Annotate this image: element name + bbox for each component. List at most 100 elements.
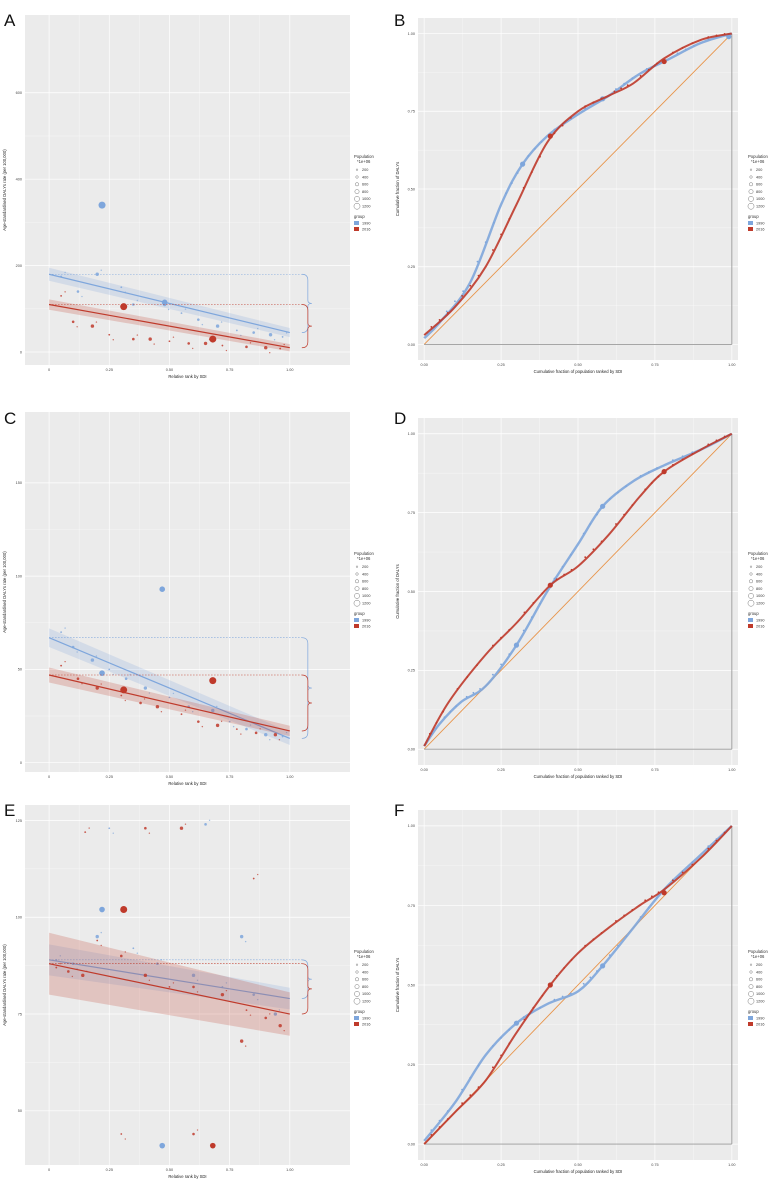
- data-point-1990: [608, 954, 611, 957]
- data-point-1990: [245, 727, 248, 731]
- data-point-2016: [592, 101, 595, 104]
- legend-size-circle: [749, 970, 753, 974]
- data-point-large-2016: [209, 1142, 216, 1149]
- legend-size-circle: [354, 189, 360, 195]
- y-tick-label: 1.00: [408, 824, 415, 828]
- data-point-2016: [76, 677, 80, 681]
- data-point-2016: [264, 346, 268, 350]
- data-point-1990: [228, 720, 231, 723]
- data-point-2016: [76, 326, 78, 328]
- legend-size-label: 800: [362, 190, 368, 194]
- data-point-2016: [681, 458, 684, 461]
- data-point-1990: [623, 82, 626, 85]
- x-tick-label: 1.00: [286, 368, 293, 372]
- legend-size-label: 800: [362, 587, 368, 591]
- data-point-2016: [723, 831, 726, 834]
- data-point-1990: [108, 668, 111, 671]
- x-tick-label: 0: [48, 368, 50, 372]
- legend-1990-key: [748, 618, 753, 622]
- data-point-2016: [119, 954, 123, 958]
- data-point-1990: [625, 485, 628, 488]
- x-tick-label: 0.25: [497, 363, 504, 367]
- data-point-2016: [220, 720, 223, 723]
- legend-group-title: group: [354, 611, 365, 616]
- data-point-2016: [438, 1126, 441, 1128]
- data-point-2016: [613, 90, 616, 93]
- legend-2016-label: 2016: [362, 228, 370, 232]
- data-point-2016: [532, 602, 535, 604]
- data-point-1990: [553, 998, 556, 1001]
- data-point-2016: [430, 326, 433, 328]
- data-point-large-1990: [600, 963, 606, 969]
- legend-size-label: 200: [362, 963, 368, 967]
- data-point-large-2016: [547, 982, 553, 988]
- data-point-2016: [715, 839, 718, 842]
- x-axis-label: Cumulative fraction of population ranked…: [534, 774, 623, 779]
- data-point-2016: [254, 731, 258, 735]
- legend-size-circle: [748, 586, 754, 591]
- data-point-2016: [244, 1045, 247, 1047]
- data-point-2016: [555, 578, 558, 581]
- legend-size-label: 800: [756, 985, 762, 989]
- data-point-1990: [196, 979, 199, 982]
- data-point-2016: [124, 699, 126, 702]
- data-point-2016: [650, 482, 653, 484]
- legend-size-label: 800: [362, 985, 368, 989]
- y-tick-label: 0.00: [408, 1142, 415, 1146]
- legend-size-circle: [748, 593, 754, 599]
- legend-size-circle: [353, 599, 361, 607]
- data-point-1990: [445, 310, 448, 313]
- data-point-2016: [563, 573, 566, 576]
- data-point-2016: [192, 347, 194, 350]
- legend-1990-label: 1990: [756, 1017, 764, 1021]
- data-point-2016: [631, 504, 634, 507]
- x-tick-label: 0.25: [497, 768, 504, 772]
- data-point-1990: [172, 692, 175, 695]
- data-point-2016: [278, 1023, 282, 1028]
- data-point-2016: [600, 97, 603, 100]
- data-point-1990: [656, 896, 658, 899]
- plot-panel: [25, 412, 350, 772]
- y-tick-label: 0.25: [408, 669, 415, 673]
- data-point-2016: [95, 321, 98, 323]
- data-point-1990: [647, 471, 650, 473]
- data-point-2016: [584, 556, 587, 559]
- y-axis-label: Age-standardised DALYs rate (per 100,000…: [2, 551, 7, 633]
- data-point-2016: [235, 728, 238, 730]
- data-point-2016: [283, 1029, 285, 1032]
- data-point-1990: [484, 241, 487, 244]
- equality-line: [423, 33, 733, 345]
- data-point-2016: [466, 676, 469, 678]
- data-point-2016: [221, 344, 224, 347]
- legend-population-subtitle: *1e+06: [751, 954, 765, 959]
- data-point-1990: [469, 1076, 472, 1079]
- panel-e: E 0 0.25 0.50 0.75 1.00 50 75 100 125 Relative ran…: [2, 801, 374, 1179]
- concentration-curve-1990: [423, 825, 733, 1142]
- data-point-2016: [257, 873, 259, 876]
- data-point-1990: [281, 735, 284, 738]
- data-point-1990: [220, 321, 223, 323]
- data-point-2016: [148, 337, 152, 341]
- data-point-1990: [522, 629, 525, 632]
- legend-size-circle: [354, 196, 360, 202]
- y-tick-label: 125: [16, 819, 22, 823]
- legend-group-title: group: [354, 214, 365, 219]
- data-point-2016: [656, 62, 658, 65]
- data-point-2016: [245, 1009, 248, 1012]
- data-point-large-1990: [159, 1142, 166, 1149]
- data-point-1990: [208, 819, 211, 822]
- data-point-2016: [539, 155, 541, 158]
- confidence-band-2016: [49, 667, 290, 737]
- legend-size-label: 1000: [756, 992, 764, 996]
- data-point-1990: [430, 1129, 433, 1132]
- data-point-1990: [60, 275, 63, 278]
- data-point-large-1990: [513, 642, 520, 648]
- x-tick-label: 0.75: [226, 1168, 233, 1172]
- data-point-2016: [523, 611, 526, 614]
- data-point-1990: [465, 695, 468, 698]
- confidence-band-2016: [49, 932, 290, 1036]
- data-point-2016: [461, 1102, 464, 1105]
- data-point-1990: [184, 308, 187, 310]
- data-point-2016: [626, 84, 629, 87]
